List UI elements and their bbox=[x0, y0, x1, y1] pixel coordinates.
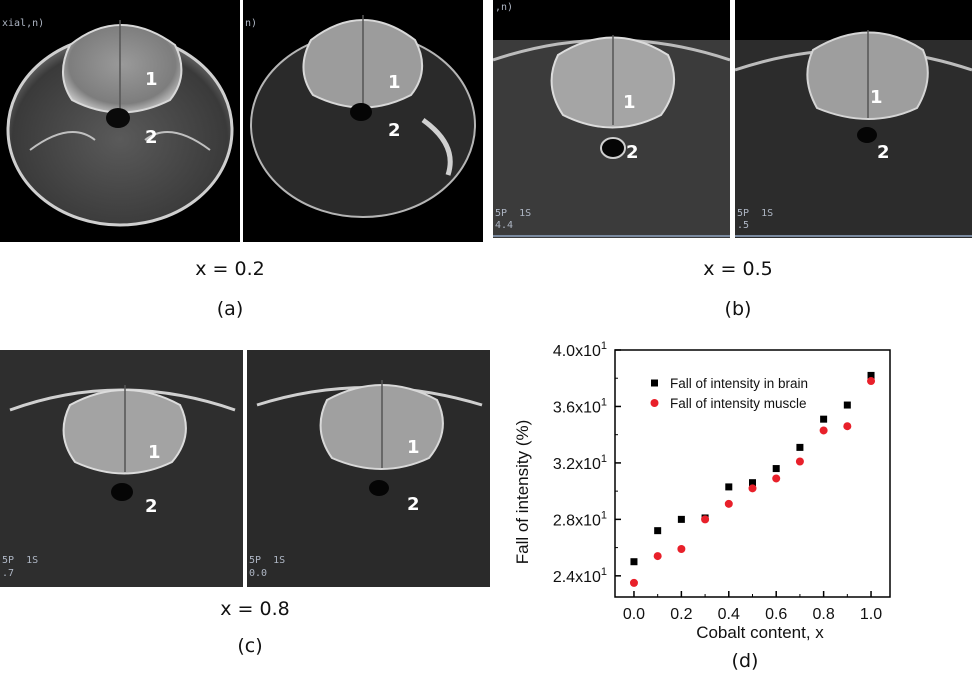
muscle-data-point bbox=[867, 377, 876, 386]
mri-brain-image: 1 2 bbox=[0, 350, 243, 587]
y-tick-label: 2.4x101 bbox=[553, 566, 607, 586]
region-label-1: 1 bbox=[388, 72, 401, 93]
brain-data-point bbox=[820, 415, 828, 423]
muscle-data-point bbox=[795, 457, 804, 466]
x-value-label: x = 0.5 bbox=[703, 258, 773, 280]
scanner-overlay-text: 0.0 bbox=[249, 568, 268, 579]
muscle-data-point bbox=[772, 474, 781, 483]
muscle-data-point bbox=[843, 422, 852, 431]
y-axis-ticks: 2.4x101 2.8x101 3.2x101 3.6x101 4.0x101 bbox=[553, 340, 621, 586]
scanner-overlay-text: n) bbox=[245, 18, 258, 29]
x-axis-ticks: 0.0 0.2 0.4 0.6 0.8 1.0 bbox=[623, 591, 882, 623]
scanner-overlay-text: 4.4 bbox=[495, 220, 514, 231]
region-label-2: 2 bbox=[407, 494, 420, 515]
brain-data-point bbox=[630, 558, 638, 566]
mri-slice-a-right: 1 2 n) bbox=[243, 0, 483, 242]
region-label-1: 1 bbox=[148, 442, 161, 463]
muscle-data-point bbox=[701, 515, 710, 524]
y-tick-label: 4.0x101 bbox=[553, 340, 607, 360]
brain-data-point bbox=[796, 443, 804, 451]
region-label-1: 1 bbox=[623, 92, 636, 113]
panel-label-d: (d) bbox=[732, 650, 759, 672]
scanner-overlay-text: 5P 1S bbox=[495, 208, 532, 219]
mri-slice-c-left: 1 2 5P 1S .7 bbox=[0, 350, 243, 587]
scanner-overlay-text: xial,n) bbox=[2, 18, 45, 29]
x-tick-label: 0.8 bbox=[812, 606, 834, 623]
panel-label-c: (c) bbox=[237, 635, 263, 657]
scanner-overlay-text: 5P 1S bbox=[737, 208, 774, 219]
region-label-2: 2 bbox=[145, 496, 158, 517]
panel-label-b: (b) bbox=[724, 298, 752, 320]
scanner-overlay-text: 5P 1S bbox=[2, 555, 39, 566]
brain-data-point bbox=[749, 479, 756, 487]
mri-brain-image: 1 2 bbox=[735, 30, 972, 238]
mri-brain-image: 1 2 bbox=[6, 20, 234, 227]
mri-slice-b-right: 1 2 5P 1S .5 bbox=[735, 0, 972, 238]
region-label-1: 1 bbox=[870, 87, 883, 108]
scanner-overlay-text: .7 bbox=[2, 568, 15, 579]
region-label-2: 2 bbox=[145, 127, 158, 148]
panel-label-a: (a) bbox=[216, 298, 244, 320]
muscle-data-point bbox=[748, 484, 757, 493]
x-value-label: x = 0.2 bbox=[195, 258, 265, 280]
legend-entry-label: Fall of intensity in brain bbox=[670, 376, 808, 391]
mri-brain-image: 1 2 bbox=[247, 350, 490, 587]
data-points bbox=[629, 371, 876, 587]
region-label-1: 1 bbox=[407, 437, 420, 458]
x-tick-label: 0.2 bbox=[670, 606, 692, 623]
region-label-2: 2 bbox=[388, 120, 401, 141]
legend-marker-circle bbox=[650, 399, 659, 407]
brain-data-point bbox=[867, 371, 875, 379]
muscle-data-point bbox=[677, 545, 686, 554]
y-axis-label: Fall of intensity (%) bbox=[513, 420, 532, 565]
legend-entry-label: Fall of intensity muscle bbox=[670, 396, 807, 411]
muscle-data-point bbox=[819, 426, 828, 435]
x-tick-label: 0.6 bbox=[765, 606, 787, 623]
mri-slice-a-left: 1 2 xial,n) bbox=[0, 0, 240, 242]
legend-marker-square bbox=[651, 379, 658, 387]
y-tick-label: 3.2x101 bbox=[553, 453, 607, 473]
mri-slice-c-right: 1 2 5P 1S 0.0 bbox=[247, 350, 490, 587]
x-tick-label: 0.4 bbox=[718, 606, 740, 623]
region-label-2: 2 bbox=[626, 142, 639, 163]
x-value-label: x = 0.8 bbox=[220, 598, 290, 620]
muscle-data-point bbox=[653, 552, 662, 561]
muscle-data-point bbox=[724, 499, 733, 508]
region-label-2: 2 bbox=[877, 142, 890, 163]
region-label-1: 1 bbox=[145, 69, 158, 90]
scanner-overlay-text: 5P 1S bbox=[249, 555, 286, 566]
mri-brain-image: 1 2 bbox=[493, 35, 730, 238]
legend: Fall of intensity in brain Fall of intens… bbox=[650, 376, 808, 411]
brain-data-point bbox=[843, 401, 851, 409]
x-axis-label: Cobalt content, x bbox=[696, 623, 824, 642]
y-tick-label: 2.8x101 bbox=[553, 509, 607, 529]
x-tick-label: 0.0 bbox=[623, 606, 645, 623]
brain-data-point bbox=[725, 483, 733, 491]
scanner-overlay-text: .5 bbox=[737, 220, 750, 231]
y-tick-label: 3.6x101 bbox=[553, 396, 607, 416]
scanner-overlay-text: ,n) bbox=[495, 2, 514, 13]
brain-data-point bbox=[654, 527, 662, 535]
mri-brain-image: 1 2 bbox=[250, 15, 476, 218]
x-tick-label: 1.0 bbox=[860, 606, 882, 623]
brain-data-point bbox=[772, 465, 780, 473]
brain-data-point bbox=[677, 515, 685, 523]
muscle-data-point bbox=[629, 578, 638, 587]
mri-slice-b-left: 1 2 ,n) 5P 1S 4.4 bbox=[493, 0, 730, 238]
